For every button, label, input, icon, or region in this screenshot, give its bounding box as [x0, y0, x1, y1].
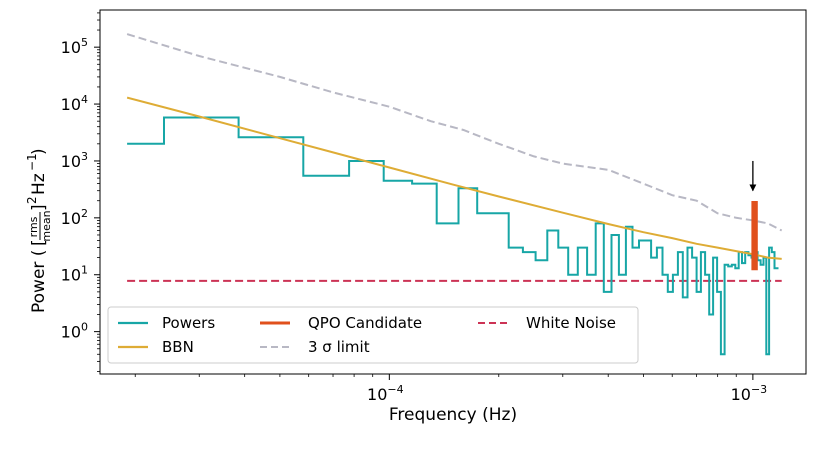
y-axis-title-suffix: ) [29, 148, 49, 155]
legend-label-bbn: BBN [162, 338, 194, 356]
y-axis-title-prefix: Power ( [29, 250, 49, 313]
y-axis-title-exp: 2 [25, 196, 39, 204]
plot-frame [99, 9, 807, 375]
series-layer [126, 33, 783, 356]
y-axis-title-bracket-left: [ [29, 239, 49, 246]
x-tick-label-1: 10−3 [731, 383, 768, 404]
y-tick-label-5: 105 [61, 36, 88, 57]
y-tick-label-1: 101 [61, 264, 88, 285]
legend-label-qpo: QPO Candidate [308, 314, 422, 332]
legend-label-powers: Powers [162, 314, 215, 332]
y-axis-title-frac-num: rms [27, 216, 40, 237]
y-axis-title-unit-exp: −1 [25, 153, 39, 171]
tick-layer: 100 101 102 103 104 105 10−4 10−3 [61, 12, 768, 404]
x-axis-title: Frequency (Hz) [389, 405, 517, 425]
legend-label-3sigma: 3 σ limit [308, 338, 370, 356]
legend: Powers BBN QPO Candidate 3 σ limit White… [107, 306, 639, 364]
y-tick-label-0: 100 [61, 321, 88, 342]
legend-label-white-noise: White Noise [526, 314, 616, 332]
y-axis-title-frac-den: mean [40, 210, 53, 241]
y-tick-label-4: 104 [61, 93, 88, 114]
series-bbn [126, 96, 782, 260]
series-powers [127, 116, 779, 356]
series-3-limit [126, 33, 783, 232]
y-axis-title-unit: Hz [29, 173, 49, 195]
legend-frame [107, 306, 639, 364]
y-tick-label-3: 103 [61, 150, 88, 171]
x-tick-label-0: 10−4 [367, 383, 404, 404]
y-tick-label-2: 102 [61, 207, 88, 228]
y-axis-title: Power ( [ rms mean ] 2 Hz −1 ) [25, 148, 53, 313]
y-axis-title-bracket-right: ] [29, 204, 49, 211]
series-qpo-candidate [751, 201, 758, 271]
